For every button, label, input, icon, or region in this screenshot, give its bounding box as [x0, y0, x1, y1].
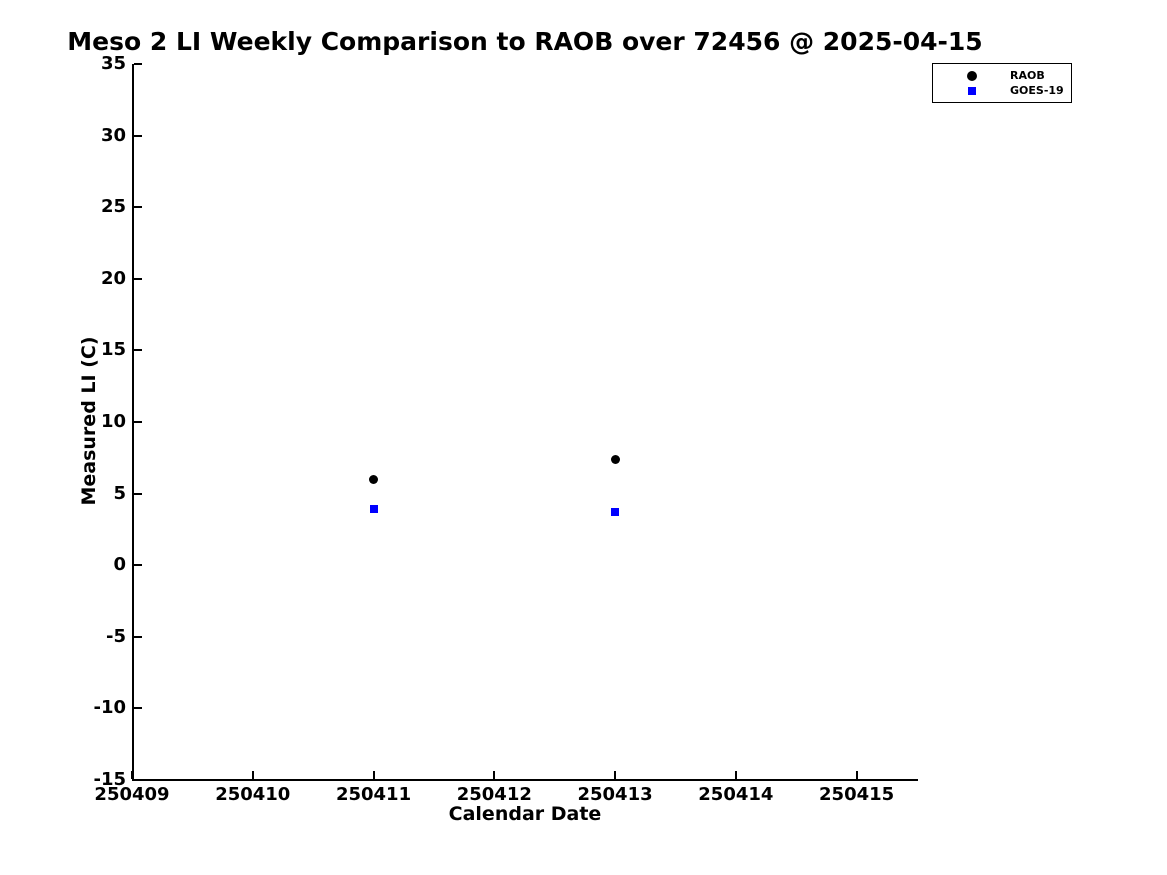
- legend: RAOB GOES-19: [932, 63, 1072, 103]
- x-tick-mark: [372, 771, 375, 779]
- y-tick-label: 15: [100, 339, 126, 361]
- y-tick-label: -10: [93, 697, 126, 719]
- x-tick-label: 250415: [819, 784, 895, 805]
- y-tick-label: -5: [106, 625, 126, 647]
- x-tick-mark: [734, 771, 737, 779]
- data-point-goes-19: [611, 508, 620, 517]
- x-tick-mark: [614, 771, 617, 779]
- y-tick-label: -15: [93, 769, 126, 790]
- y-tick-mark: [134, 421, 142, 423]
- x-axis-spine: [132, 779, 918, 781]
- y-tick-label: 20: [100, 267, 126, 289]
- y-tick-mark: [134, 206, 142, 209]
- chart-title: Meso 2 LI Weekly Comparison to RAOB over…: [67, 27, 983, 56]
- x-tick-label: 250413: [577, 784, 653, 805]
- data-point-raob: [369, 474, 379, 484]
- y-tick-label: 10: [100, 411, 126, 432]
- x-tick-mark: [855, 771, 858, 779]
- y-tick-mark: [134, 707, 142, 710]
- x-tick-mark: [131, 771, 133, 779]
- legend-label: GOES-19: [1010, 84, 1064, 97]
- y-tick-mark: [134, 492, 142, 495]
- x-tick-label: 250410: [215, 784, 291, 805]
- y-tick-mark: [134, 63, 142, 65]
- y-tick-mark: [134, 564, 142, 567]
- x-tick-label: 250409: [94, 784, 170, 805]
- y-tick-label: 5: [113, 482, 126, 504]
- y-tick-mark: [134, 349, 142, 352]
- legend-label: RAOB: [1010, 69, 1045, 82]
- x-tick-mark: [493, 771, 496, 779]
- data-point-raob: [610, 454, 620, 464]
- x-tick-mark: [251, 771, 254, 779]
- square-marker-icon: [968, 86, 976, 95]
- circle-marker-icon: [967, 70, 977, 81]
- y-tick-mark: [134, 635, 142, 638]
- x-tick-label: 250412: [456, 784, 532, 805]
- legend-marker-cell: [965, 70, 979, 81]
- x-tick-label: 250414: [698, 784, 774, 805]
- y-tick-label: 25: [100, 196, 126, 218]
- y-tick-mark: [134, 277, 142, 280]
- y-tick-mark: [134, 779, 142, 781]
- y-axis-spine: [132, 64, 134, 781]
- legend-marker-cell: [965, 86, 979, 95]
- legend-item-goes-19: GOES-19: [933, 83, 1071, 98]
- y-tick-label: 0: [113, 554, 126, 576]
- data-point-goes-19: [369, 505, 378, 514]
- y-tick-label: 30: [100, 124, 126, 146]
- x-axis-label: Calendar Date: [448, 803, 602, 825]
- y-tick-label: 35: [100, 53, 126, 74]
- x-tick-label: 250411: [335, 784, 412, 805]
- legend-item-raob: RAOB: [933, 68, 1071, 83]
- y-tick-mark: [134, 134, 142, 137]
